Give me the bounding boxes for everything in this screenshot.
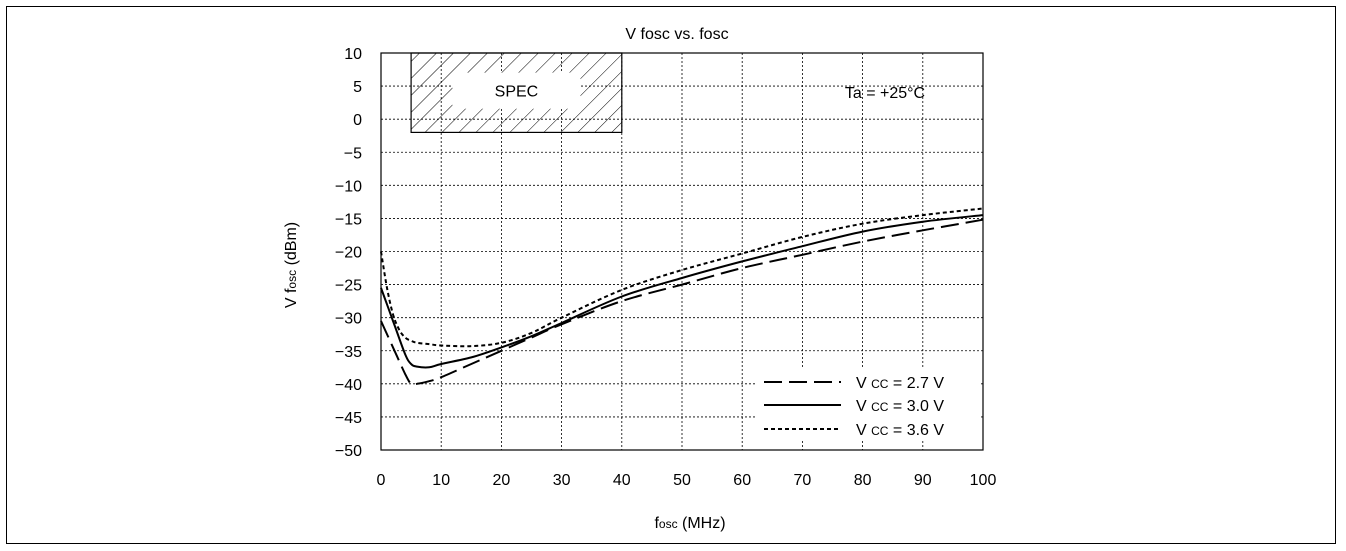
- spec-region: SPEC: [410, 52, 623, 134]
- x-axis-label-unit: (MHz): [678, 515, 726, 532]
- series-line-3: [380, 207, 984, 348]
- y-tick-label: −25: [335, 278, 362, 295]
- y-axis-label: V fosc (dBm): [283, 222, 300, 308]
- x-tick-label: 80: [854, 472, 872, 489]
- y-tick-label: −10: [335, 178, 362, 195]
- x-tick-label: 70: [794, 472, 812, 489]
- spec-label-bg: [452, 72, 581, 109]
- x-tick-label: 60: [733, 472, 751, 489]
- y-tick-label: 10: [344, 46, 362, 63]
- legend-label-3: V CC = 3.6 V: [856, 422, 944, 439]
- chart-frame: SPEC 0 10 20 30 40 50 60 70 80 90 100 10 5 0 −5 −10 −15…: [6, 6, 1336, 544]
- x-tick-label: 100: [970, 472, 997, 489]
- y-tick-label: −5: [344, 145, 362, 162]
- legend: V CC = 2.7 V V CC = 3.0 V V CC = 3.6 V: [755, 367, 981, 441]
- plot-area-border: [380, 52, 984, 451]
- y-tick-label: −30: [335, 311, 362, 328]
- chart-title: V fosc vs. fosc: [625, 26, 728, 43]
- x-tick-label: 10: [432, 472, 450, 489]
- y-tick-label: −40: [335, 377, 362, 394]
- y-axis-label-unit: (dBm): [283, 222, 300, 270]
- x-axis-label-sub: osc: [659, 517, 678, 531]
- y-tick-label: −15: [335, 211, 362, 228]
- y-tick-labels: 10 5 0 −5 −10 −15 −20 −25 −30 −35 −40 −45 −50: [335, 46, 362, 460]
- y-axis-label-main: V f: [283, 288, 300, 308]
- x-tick-label: 90: [914, 472, 932, 489]
- temperature-annotation: Ta = +25°C: [845, 85, 925, 102]
- axes: [380, 52, 984, 451]
- x-axis-label-main: f: [654, 515, 659, 532]
- x-tick-label: 20: [493, 472, 511, 489]
- x-tick-label: 30: [553, 472, 571, 489]
- y-axis-label-sub: osc: [285, 270, 299, 289]
- y-tick-label: −45: [335, 410, 362, 427]
- series-line-1: [380, 218, 984, 386]
- chart-svg: SPEC 0 10 20 30 40 50 60 70 80 90 100 1050−5−10−15…: [283, 26, 997, 532]
- x-tick-label: 0: [377, 472, 386, 489]
- x-tick-labels: 0 10 20 30 40 50 60 70 80 90 100: [377, 472, 997, 489]
- y-tick-label: 0: [353, 112, 362, 129]
- spec-label: SPEC: [495, 84, 539, 101]
- x-axis-label: fosc (MHz): [654, 515, 725, 532]
- y-tick-label: 5: [353, 79, 362, 96]
- y-tick-label: −20: [335, 245, 362, 262]
- series-layer: [380, 207, 984, 386]
- legend-label-1: V CC = 2.7 V: [856, 375, 944, 392]
- x-tick-label: 40: [613, 472, 631, 489]
- legend-label-2: V CC = 3.0 V: [856, 398, 944, 415]
- y-tick-label: −35: [335, 344, 362, 361]
- y-tick-label: −50: [335, 443, 362, 460]
- series-line-2: [380, 214, 984, 369]
- x-tick-label: 50: [673, 472, 691, 489]
